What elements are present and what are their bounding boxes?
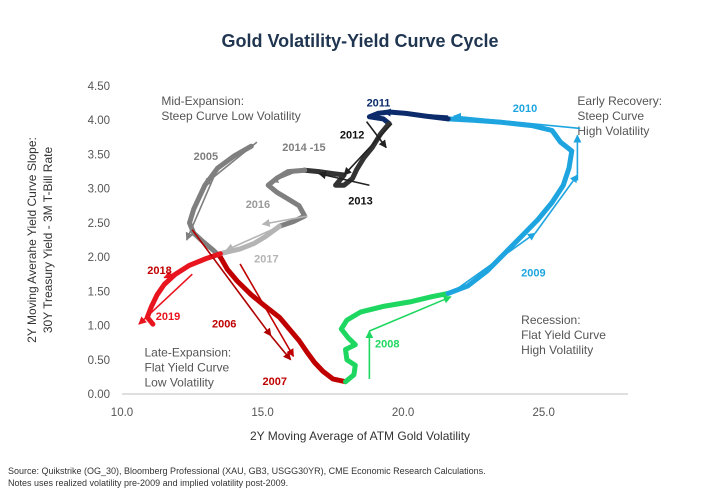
- plot-area: 0.00 0.50 1.00 1.50 2.00 2.50 3.00 3.50 4.00 4.50…: [88, 81, 662, 419]
- y-tick-label: 2.50: [88, 218, 110, 230]
- year-label-2011: 2011: [367, 98, 391, 110]
- y-axis-title-line-2: 30Y Treasury Yield - 3M T-Bill Rate: [41, 147, 55, 334]
- y-tick-label: 0.50: [88, 355, 110, 367]
- chart-svg: Gold Volatility-Yield Curve Cycle 0.000.…: [0, 0, 720, 500]
- y-tick-label: 4.00: [88, 115, 110, 127]
- arrow-2005: [204, 142, 257, 185]
- y-tick-label: 1.00: [88, 321, 110, 333]
- y-tick-label: 0.00: [88, 389, 110, 401]
- series-path-2009-2010: [448, 119, 572, 294]
- footnote-notes: Notes uses realized volatility pre-2009 …: [8, 478, 288, 488]
- arrow-2017: [226, 226, 279, 250]
- footnote-source: Source: Quikstrike (OG_30), Bloomberg Pr…: [8, 466, 486, 476]
- year-label-2008: 2008: [375, 338, 399, 350]
- y-axis-title-line-1: 2Y Moving Averahe Yield Curve Slope:: [25, 137, 39, 343]
- region-mid-expansion: Mid-Expansion:Steep Curve Low Volatility: [161, 94, 300, 123]
- x-tick-label: 25.0: [532, 407, 554, 419]
- x-tick-label: 10.0: [111, 407, 133, 419]
- x-tick-label: 15.0: [251, 407, 273, 419]
- y-tick-label: 4.50: [88, 81, 110, 93]
- arrow-2005b: [187, 168, 218, 240]
- arrow-2009b: [535, 175, 577, 233]
- y-tick-label: 1.50: [88, 286, 110, 298]
- y-tick-label: 3.00: [88, 184, 110, 196]
- arrow-2007: [240, 264, 293, 356]
- arrow-2009: [454, 233, 536, 291]
- year-label-2016: 2016: [246, 199, 270, 211]
- year-label-2010: 2010: [513, 103, 537, 115]
- region-recession: Recession:Flat Yield CurveHigh Volatilit…: [521, 313, 606, 357]
- x-axis-title: 2Y Moving Average of ATM Gold Volatility: [250, 429, 470, 443]
- year-label-2007: 2007: [263, 376, 287, 388]
- chart: Gold Volatility-Yield Curve Cycle 0.000.…: [0, 0, 720, 500]
- y-tick-label: 2.00: [88, 252, 110, 264]
- x-tick-label: 20.0: [392, 407, 414, 419]
- year-label-2014-15: 2014 -15: [282, 142, 325, 154]
- series-path-2006-2007: [220, 257, 345, 382]
- chart-title: Gold Volatility-Yield Curve Cycle: [221, 31, 498, 51]
- year-label-2018: 2018: [147, 265, 171, 277]
- year-label-2005: 2005: [194, 151, 218, 163]
- year-label-2009: 2009: [521, 267, 545, 279]
- year-label-2012: 2012: [340, 130, 364, 142]
- region-early-recovery: Early Recovery:Steep CurveHigh Volatilit…: [577, 94, 662, 138]
- arrow-2018: [164, 254, 220, 278]
- year-label-2019: 2019: [156, 311, 180, 323]
- y-tick-label: 3.50: [88, 149, 110, 161]
- year-label-2017: 2017: [254, 254, 278, 266]
- region-late-expansion: Late-Expansion:Flat Yield CurveLow Volat…: [144, 345, 231, 389]
- year-label-2013: 2013: [348, 195, 372, 207]
- year-label-2006: 2006: [212, 319, 236, 331]
